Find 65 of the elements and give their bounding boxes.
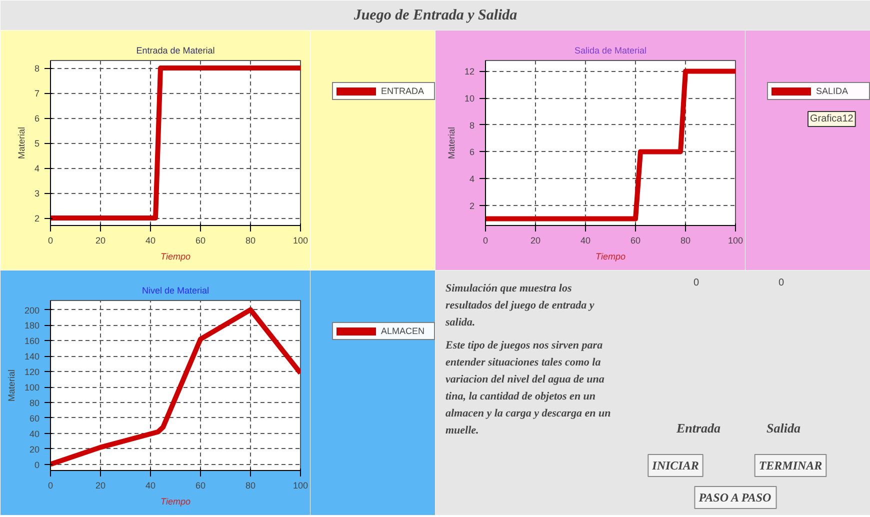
x-tick-label: 0 <box>482 236 488 246</box>
y-tick-label: 5 <box>34 138 40 148</box>
y-tick-label: 120 <box>24 367 40 378</box>
text: Simulación que muestra los resultados del juego de entrada y salida. <box>444 282 594 328</box>
y-tick-label: 10 <box>464 94 475 104</box>
chart-title: Salida de Material <box>574 46 647 56</box>
y-tick-label: 2 <box>469 200 475 211</box>
y-tick-label: 4 <box>469 174 475 184</box>
x-tick-label: 80 <box>680 236 691 246</box>
text: 0 <box>694 278 700 288</box>
y-tick-label: 60 <box>29 413 40 424</box>
y-tick-label: 100 <box>24 382 40 393</box>
chart-title: Nivel de Material <box>142 286 210 296</box>
y-tick-label: 8 <box>469 120 475 130</box>
x-tick-label: 20 <box>95 480 106 490</box>
x-tick-label: 100 <box>292 480 308 490</box>
y-tick-label: 6 <box>34 114 40 124</box>
y-tick-label: 12 <box>464 66 475 77</box>
y-axis-title: Material <box>446 126 456 160</box>
legend-label: ALMACEN <box>381 326 426 336</box>
y-tick-label: 8 <box>34 64 40 74</box>
y-tick-label: 2 <box>34 214 40 224</box>
x-tick-label: 40 <box>580 236 591 246</box>
y-tick-label: 180 <box>24 320 40 331</box>
y-tick-label: 80 <box>29 398 40 408</box>
text: INICIAR <box>651 458 699 472</box>
y-tick-label: 200 <box>24 305 40 316</box>
x-tick-label: 80 <box>245 480 256 490</box>
y-tick-label: 7 <box>34 88 40 98</box>
y-tick-label: 160 <box>24 336 40 346</box>
text: TERMINAR <box>758 458 822 472</box>
text: PASO A PASO <box>698 490 772 504</box>
x-tick-label: 40 <box>145 480 156 490</box>
y-axis-title: Material <box>6 369 16 402</box>
y-tick-label: 140 <box>24 352 40 362</box>
x-tick-label: 20 <box>530 236 541 246</box>
y-tick-label: 0 <box>34 460 40 470</box>
y-axis-title: Material <box>16 126 26 160</box>
legend-label: ENTRADA <box>381 86 426 96</box>
chart-title: Entrada de Material <box>136 46 215 56</box>
x-axis-title: Tiempo <box>160 496 190 506</box>
y-tick-label: 6 <box>469 147 475 158</box>
y-tick-label: 3 <box>34 188 40 198</box>
x-tick-label: 100 <box>292 236 308 246</box>
x-axis-title: Tiempo <box>596 252 626 262</box>
text: Grafica12 <box>810 114 854 124</box>
y-tick-label: 4 <box>34 164 40 174</box>
text: Salida <box>766 420 801 436</box>
text: 0 <box>778 278 784 288</box>
x-tick-label: 40 <box>145 236 156 246</box>
text: Entrada <box>675 420 722 436</box>
x-tick-label: 20 <box>95 236 106 246</box>
x-tick-label: 60 <box>630 236 641 246</box>
text: Juego de Entrada y Salida <box>352 8 518 24</box>
x-tick-label: 100 <box>728 236 744 246</box>
x-tick-label: 0 <box>48 236 54 246</box>
x-tick-label: 80 <box>245 236 256 246</box>
x-tick-label: 60 <box>195 480 206 490</box>
x-tick-label: 60 <box>195 236 206 246</box>
y-tick-label: 20 <box>29 444 40 454</box>
y-tick-label: 40 <box>29 428 40 439</box>
x-axis-title: Tiempo <box>160 252 190 262</box>
text: Este tipo de juegos nos sirven para entender situaciones tales como la variacion del nivel del agua de una tina, la cantidad de objetos en un almacen y la carga y descarga en un muelle. <box>444 340 611 436</box>
legend-label: SALIDA <box>816 86 850 96</box>
x-tick-label: 0 <box>48 480 54 490</box>
